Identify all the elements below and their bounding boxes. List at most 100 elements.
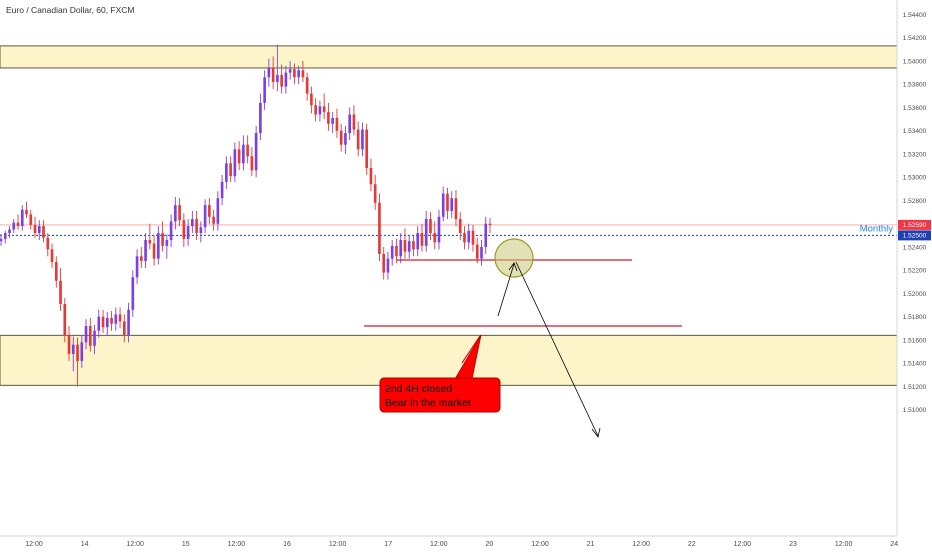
candle-body — [233, 149, 237, 177]
candle — [165, 234, 169, 259]
candle — [33, 216, 37, 238]
candle — [267, 58, 271, 87]
candle — [407, 235, 411, 259]
candle-body — [122, 321, 126, 336]
candle — [318, 100, 322, 122]
candle-body — [216, 198, 220, 224]
candle-body — [250, 156, 254, 171]
candle-body — [67, 335, 71, 354]
candle — [195, 210, 198, 241]
candle — [263, 70, 266, 110]
candle-body — [50, 249, 54, 263]
candle — [348, 107, 351, 141]
candle-body — [182, 220, 186, 239]
candle — [484, 216, 488, 254]
candle — [356, 121, 360, 157]
candle-body — [276, 74, 279, 82]
projection-arrow-down[interactable] — [515, 261, 599, 437]
candle-body — [97, 316, 101, 331]
time-tick-label: 12:00 — [329, 541, 347, 548]
candle-body — [458, 219, 462, 234]
candle-body — [144, 240, 147, 261]
candle — [97, 309, 101, 338]
candle-body — [318, 106, 322, 115]
candle-body — [271, 67, 275, 82]
candle — [110, 310, 113, 331]
candle-body — [174, 205, 177, 222]
candle — [25, 201, 28, 218]
candle-body — [339, 130, 343, 145]
annotation-callout-box[interactable] — [379, 377, 501, 413]
callout-line-2: Bear in the market — [385, 397, 471, 409]
demand-zone[interactable] — [0, 334, 898, 386]
candle — [471, 224, 475, 252]
candle-body — [237, 149, 241, 164]
candle — [182, 213, 186, 247]
candle-body — [259, 102, 262, 134]
candle — [322, 93, 326, 120]
candle — [293, 63, 296, 85]
zones-layer — [0, 45, 898, 386]
candle-body — [229, 163, 232, 177]
candle — [29, 209, 33, 230]
price-tick-label: 1.53600 — [903, 105, 927, 112]
candle-body — [169, 221, 173, 241]
candle-body — [390, 245, 394, 259]
candle-body — [335, 117, 339, 131]
price-axis[interactable]: 1.54400 1.54200 1.54000 1.53800 1.53600 1.534… — [896, 0, 932, 536]
price-tick-labels: 1.54400 1.54200 1.54000 1.53800 1.53600 1.534… — [903, 12, 927, 414]
candle-body — [63, 303, 67, 336]
candle-body — [475, 244, 479, 259]
price-tick-label: 1.53400 — [903, 128, 927, 135]
candle-body — [484, 223, 488, 247]
candle-body — [352, 114, 356, 130]
candle — [390, 240, 394, 266]
candle-body — [114, 314, 118, 324]
candle — [475, 237, 479, 264]
candle — [144, 233, 147, 268]
candle-body — [310, 93, 313, 106]
candle — [233, 142, 237, 182]
candle-body — [33, 224, 37, 234]
callout-pointer — [461, 335, 481, 364]
time-tick-label: 12:00 — [25, 541, 43, 548]
candle-body — [80, 342, 84, 361]
candle-body — [420, 233, 424, 246]
candle — [37, 220, 41, 241]
candle — [105, 312, 109, 336]
candle-body — [280, 74, 283, 87]
candle — [310, 86, 313, 114]
arrow-down-head-icon — [591, 427, 601, 438]
candle — [480, 240, 483, 266]
candle — [122, 314, 126, 343]
supply-zone[interactable] — [0, 45, 898, 69]
candle — [118, 307, 122, 329]
candle-body — [131, 277, 135, 310]
candle — [463, 226, 466, 250]
candle-body — [424, 219, 428, 246]
candle-body — [37, 226, 41, 234]
candle-body — [288, 69, 292, 73]
candle-body — [242, 144, 245, 164]
candle — [178, 198, 181, 227]
candle-body — [433, 233, 437, 243]
time-axis[interactable]: 12:00 14 12:00 15 12:00 16 12:00 17 12:00 20 12:00… — [0, 535, 932, 550]
candle-body — [3, 233, 7, 239]
time-tick-label: 22 — [688, 541, 696, 548]
projection-arrow-up[interactable] — [497, 263, 515, 317]
candle — [420, 223, 424, 252]
price-tick-label: 1.53200 — [903, 151, 927, 158]
candles-layer — [0, 44, 492, 387]
candle-body — [378, 202, 381, 254]
target-zone-circle[interactable] — [494, 238, 534, 278]
time-tick-label: 16 — [283, 541, 291, 548]
candle-body — [407, 241, 411, 252]
candle — [305, 72, 309, 101]
candle-body — [395, 245, 398, 257]
time-tick-label: 12:00 — [835, 541, 853, 548]
candle — [148, 223, 152, 250]
candle — [42, 220, 45, 243]
time-tick-label: 23 — [789, 541, 797, 548]
